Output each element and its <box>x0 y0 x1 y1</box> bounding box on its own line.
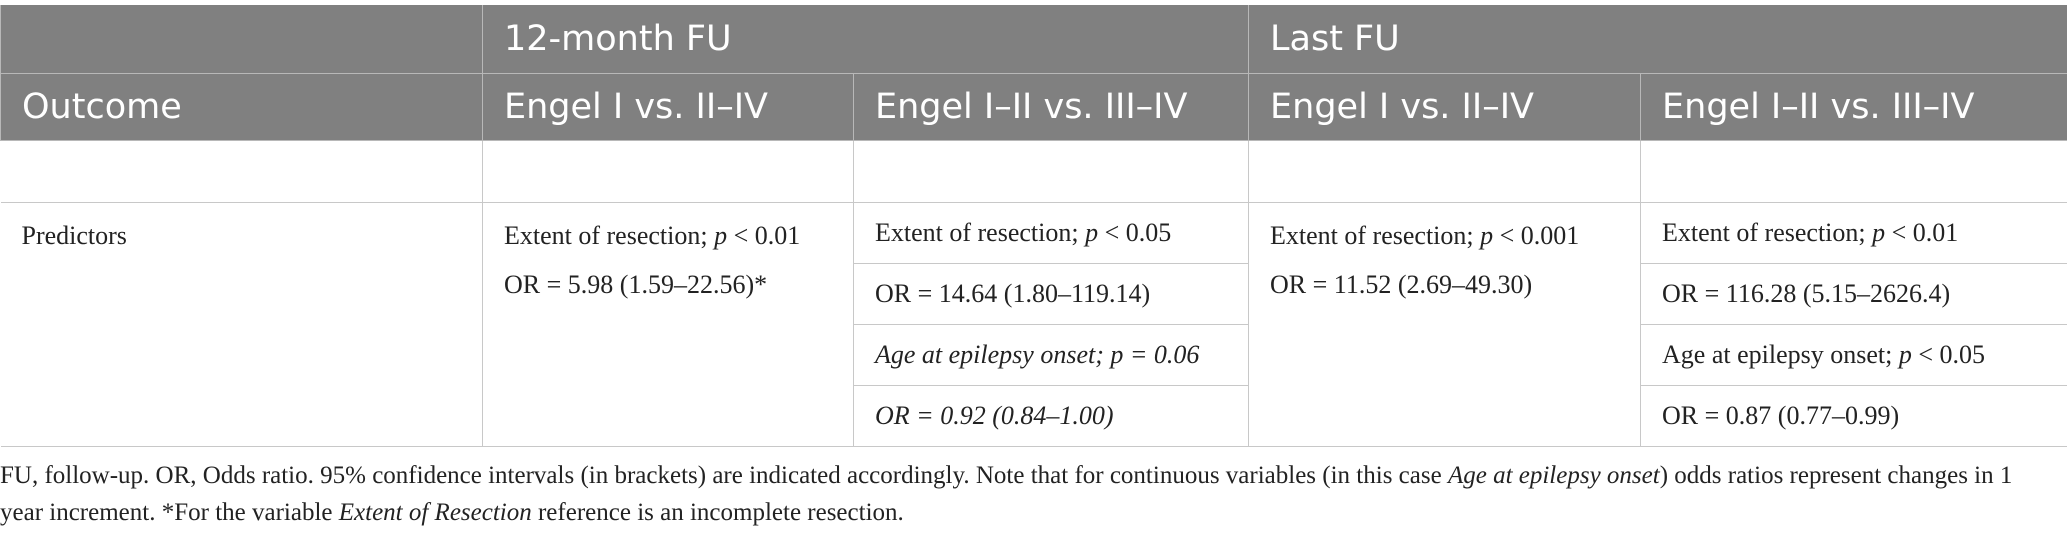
text-run: ) odds ratios represent changes in 1 yea… <box>0 462 2013 526</box>
sub-cell: Extent of resection; p < 0.01 <box>1640 202 2067 264</box>
italic-run: Age at epilepsy onset <box>1447 462 1660 489</box>
header-column-row: Outcome Engel I vs. II–IV Engel I–II vs. I… <box>0 73 2067 141</box>
italic-run: p <box>1898 340 1912 369</box>
merged-cell: Extent of resection; p < 0.01 OR = 5.98 (… <box>482 202 854 447</box>
text-run: OR = 11.52 (2.69–49.30) <box>1270 270 1533 299</box>
sub-cell: Age at epilepsy onset; p = 0.06 <box>852 324 1250 386</box>
italic-run: Extent of Resection <box>338 499 532 526</box>
line: Extent of resection; p < 0.001 <box>1270 211 1640 260</box>
sub-cell: OR = 0.87 (0.77–0.99) <box>1640 385 2067 447</box>
row-label: Predictors <box>0 202 483 447</box>
text-run: < 0.01 <box>727 221 801 250</box>
column-header: Engel I–II vs. III–IV <box>852 73 1250 141</box>
footnote: FU, follow-up. OR, Odds ratio. 95% confi… <box>0 457 2060 531</box>
column-header: Engel I vs. II–IV <box>482 73 854 141</box>
text-run: < 0.01 <box>1885 218 1959 247</box>
text-run: reference is an incomplete resection. <box>531 499 904 526</box>
merged-cell: Extent of resection; p < 0.001 OR = 11.52… <box>1248 202 1642 447</box>
results-table: 12-month FU Last FU Outcome Engel I vs. II–… <box>0 5 2067 447</box>
italic-run: p <box>714 221 728 250</box>
table-wrap: 12-month FU Last FU Outcome Engel I vs. II–… <box>0 5 2067 447</box>
sub-cell: OR = 14.64 (1.80–119.14) <box>852 263 1250 325</box>
empty-cell <box>482 140 854 203</box>
sub-cell: Extent of resection; p < 0.05 <box>852 202 1250 264</box>
text-run: OR = 5.98 (1.59–22.56)* <box>504 270 768 299</box>
line: OR = 11.52 (2.69–49.30) <box>1270 260 1640 309</box>
empty-cell <box>0 140 483 203</box>
italic-run: OR = 0.92 (0.84–1.00) <box>875 401 1114 430</box>
italic-run: p <box>1872 218 1886 247</box>
sub-cell: Age at epilepsy onset; p < 0.05 <box>1640 324 2067 386</box>
header-group: 12-month FU <box>481 5 1250 74</box>
column-header: Engel I vs. II–IV <box>1248 73 1642 141</box>
text-run: < 0.05 <box>1098 218 1172 247</box>
italic-run: p <box>1085 218 1099 247</box>
header-cell <box>0 5 483 74</box>
line: Predictors <box>21 221 127 250</box>
text-run: Extent of resection; <box>1662 218 1873 247</box>
sub-cell: OR = 0.92 (0.84–1.00) <box>852 385 1250 447</box>
line: Extent of resection; p < 0.01 <box>504 211 853 260</box>
column-header: Outcome <box>0 73 483 141</box>
column-header: Engel I–II vs. III–IV <box>1640 73 2067 141</box>
text-run: FU, follow-up. OR, Odds ratio. 95% confi… <box>0 462 1448 489</box>
text-run: OR = 0.87 (0.77–0.99) <box>1662 401 1900 430</box>
sub-row: OR = 0.92 (0.84–1.00) OR = 0.87 (0.77–0.9… <box>1 385 2067 447</box>
header-group: Last FU <box>1248 5 2067 74</box>
italic-run: p <box>1480 221 1494 250</box>
text-run: OR = 116.28 (5.15–2626.4) <box>1662 279 1951 308</box>
sub-cell: OR = 116.28 (5.15–2626.4) <box>1640 263 2067 325</box>
text-run: OR = 14.64 (1.80–119.14) <box>875 279 1151 308</box>
italic-run: Age at epilepsy onset; p = 0.06 <box>875 340 1200 369</box>
sub-row: Age at epilepsy onset; p = 0.06 Age at ep… <box>1 324 2067 386</box>
sub-row: OR = 14.64 (1.80–119.14) OR = 116.28 (5.1… <box>1 263 2067 325</box>
text-run: < 0.001 <box>1493 221 1580 250</box>
line: OR = 5.98 (1.59–22.56)* <box>504 260 853 309</box>
empty-cell <box>1248 140 1642 203</box>
sub-row: Predictors Extent of resection; p < 0.01 O… <box>0 202 2067 447</box>
header-group-row: 12-month FU Last FU <box>0 5 2067 74</box>
empty-cell <box>852 140 1250 203</box>
text-run: Extent of resection; <box>504 221 715 250</box>
empty-cell <box>1640 140 2067 203</box>
text-run: Extent of resection; <box>875 218 1086 247</box>
empty-row <box>0 140 2067 203</box>
text-run: Extent of resection; <box>1270 221 1481 250</box>
text-run: Age at epilepsy onset; <box>1662 340 1899 369</box>
text-run: < 0.05 <box>1911 340 1986 369</box>
